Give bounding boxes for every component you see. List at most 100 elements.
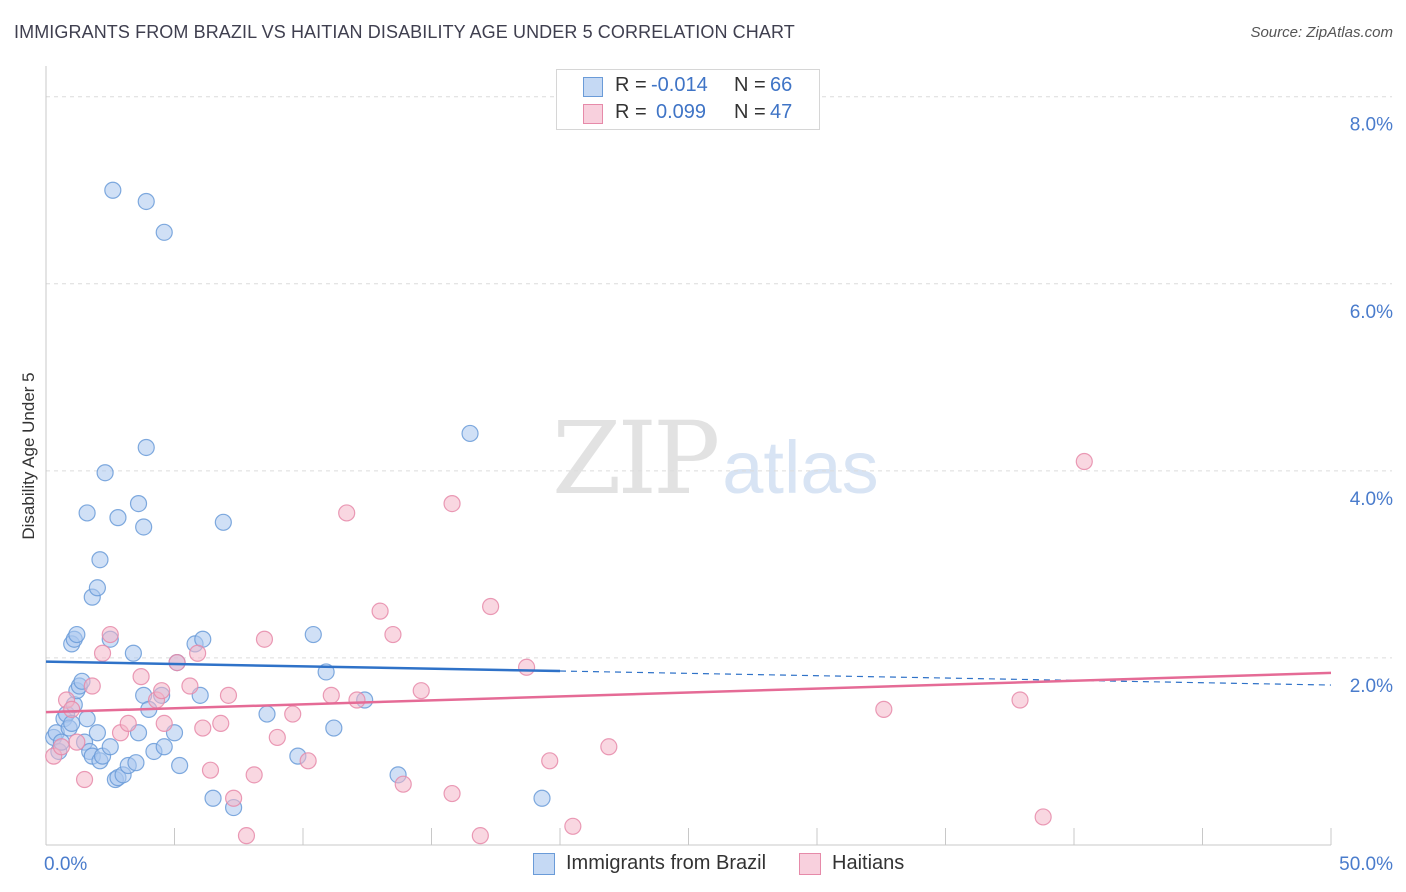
legend-r-value: 0.099 (656, 101, 707, 123)
haitian-point (1011, 691, 1029, 709)
x-tick-label-min: 0.0% (44, 854, 87, 875)
brazil-point (304, 625, 322, 644)
haitian-point (541, 752, 559, 770)
haitian-point (132, 668, 150, 686)
legend-r-label: R = (615, 74, 647, 96)
brazil-point (137, 438, 155, 457)
correlation-legend: R = -0.014 N = 66 R = 0.099 N = 47 (556, 69, 820, 130)
brazil-point (155, 738, 173, 756)
bottom-legend-swatch-haitians (799, 853, 821, 875)
y-tick-label: 6.0% (1350, 302, 1393, 323)
legend-n-label: N = (734, 74, 766, 96)
haitian-point (517, 658, 536, 676)
legend-n-value: 47 (770, 101, 793, 123)
brazil-point (214, 513, 232, 531)
haitian-point (68, 733, 86, 751)
brazil-point (258, 705, 276, 723)
bottom-legend-swatch-brazil (533, 853, 555, 875)
brazil-point (137, 192, 155, 211)
haitian-point (412, 682, 430, 700)
haitian-point (384, 625, 402, 644)
brazil-point (127, 754, 145, 772)
legend-n-label: N = (734, 101, 766, 123)
haitian-point (284, 705, 302, 723)
haitian-point (1034, 808, 1052, 826)
brazil-point (101, 738, 119, 756)
haitian-point (52, 738, 71, 756)
haitian-point (268, 728, 286, 747)
data-points (45, 181, 1093, 845)
tick-labels: 2.0% 4.0% 6.0% 8.0% 0.0% 50.0% Disability Age … (19, 115, 1393, 875)
brazil-point (325, 719, 343, 737)
brazil-point (204, 789, 222, 807)
haitian-point (255, 630, 274, 648)
haitian-point (168, 654, 186, 672)
haitian-point (83, 677, 101, 695)
haitian-point (225, 789, 243, 807)
brazil-point (461, 424, 479, 443)
haitian-point (394, 775, 412, 793)
brazil-point (129, 494, 148, 513)
brazil-point (78, 504, 96, 522)
haitian-point (93, 644, 112, 662)
haitian-point (875, 700, 893, 718)
brazil-point (88, 579, 107, 597)
brazil-trend-line (45, 660, 561, 673)
haitian-point (443, 784, 461, 803)
legend-swatch-brazil (583, 77, 603, 97)
haitian-point (155, 714, 173, 733)
brazil-point (104, 181, 122, 199)
brazil-trend-extension (559, 670, 1332, 686)
haitian-trend-line (45, 671, 1332, 714)
chart-title: IMMIGRANTS FROM BRAZIL VS HAITIAN DISABI… (14, 22, 795, 42)
haitian-point (212, 714, 230, 733)
haitian-point (299, 752, 317, 770)
haitian-point (322, 686, 340, 704)
haitian-point (101, 625, 119, 644)
legend-r-label: R = (615, 101, 647, 123)
bottom-legend-label-haitians: Haitians (832, 852, 905, 874)
brazil-point (533, 789, 551, 807)
legend-n-value: 66 (770, 74, 793, 96)
y-tick-label: 2.0% (1350, 676, 1393, 697)
brazil-point (96, 464, 114, 482)
axes (45, 66, 1332, 846)
haitian-point (201, 761, 220, 779)
brazil-point (68, 625, 86, 644)
y-tick-label: 8.0% (1350, 115, 1393, 136)
trend-lines (45, 660, 1332, 714)
haitian-point (63, 700, 81, 718)
haitian-point (181, 677, 199, 695)
y-tick-label: 4.0% (1350, 489, 1393, 510)
haitian-point (153, 682, 171, 700)
x-tick-label-max: 50.0% (1339, 854, 1393, 875)
haitian-point (75, 770, 94, 789)
brazil-point (109, 509, 127, 527)
brazil-point (135, 518, 153, 536)
source-label: Source: ZipAtlas.com (1250, 24, 1393, 41)
haitian-point (443, 494, 461, 513)
brazil-point (171, 756, 189, 775)
legend-swatch-haitians (583, 104, 603, 124)
haitian-point (189, 644, 207, 662)
haitian-point (600, 738, 618, 756)
haitian-point (471, 827, 489, 845)
brazil-point (78, 710, 96, 728)
haitian-point (245, 766, 263, 784)
haitian-point (348, 691, 366, 709)
y-axis-label: Disability Age Under 5 (19, 372, 38, 539)
brazil-point (155, 223, 173, 241)
bottom-legend-label-brazil: Immigrants from Brazil (566, 852, 767, 874)
brazil-point (91, 551, 109, 569)
haitian-point (371, 602, 389, 620)
brazil-point (124, 644, 142, 662)
haitian-point (338, 504, 356, 522)
haitian-point (564, 817, 582, 835)
haitian-point (482, 597, 500, 616)
haitian-point (237, 827, 256, 845)
haitian-point (119, 714, 137, 733)
haitian-point (219, 686, 238, 704)
brazil-point (88, 724, 107, 742)
legend-r-value: -0.014 (651, 74, 708, 96)
